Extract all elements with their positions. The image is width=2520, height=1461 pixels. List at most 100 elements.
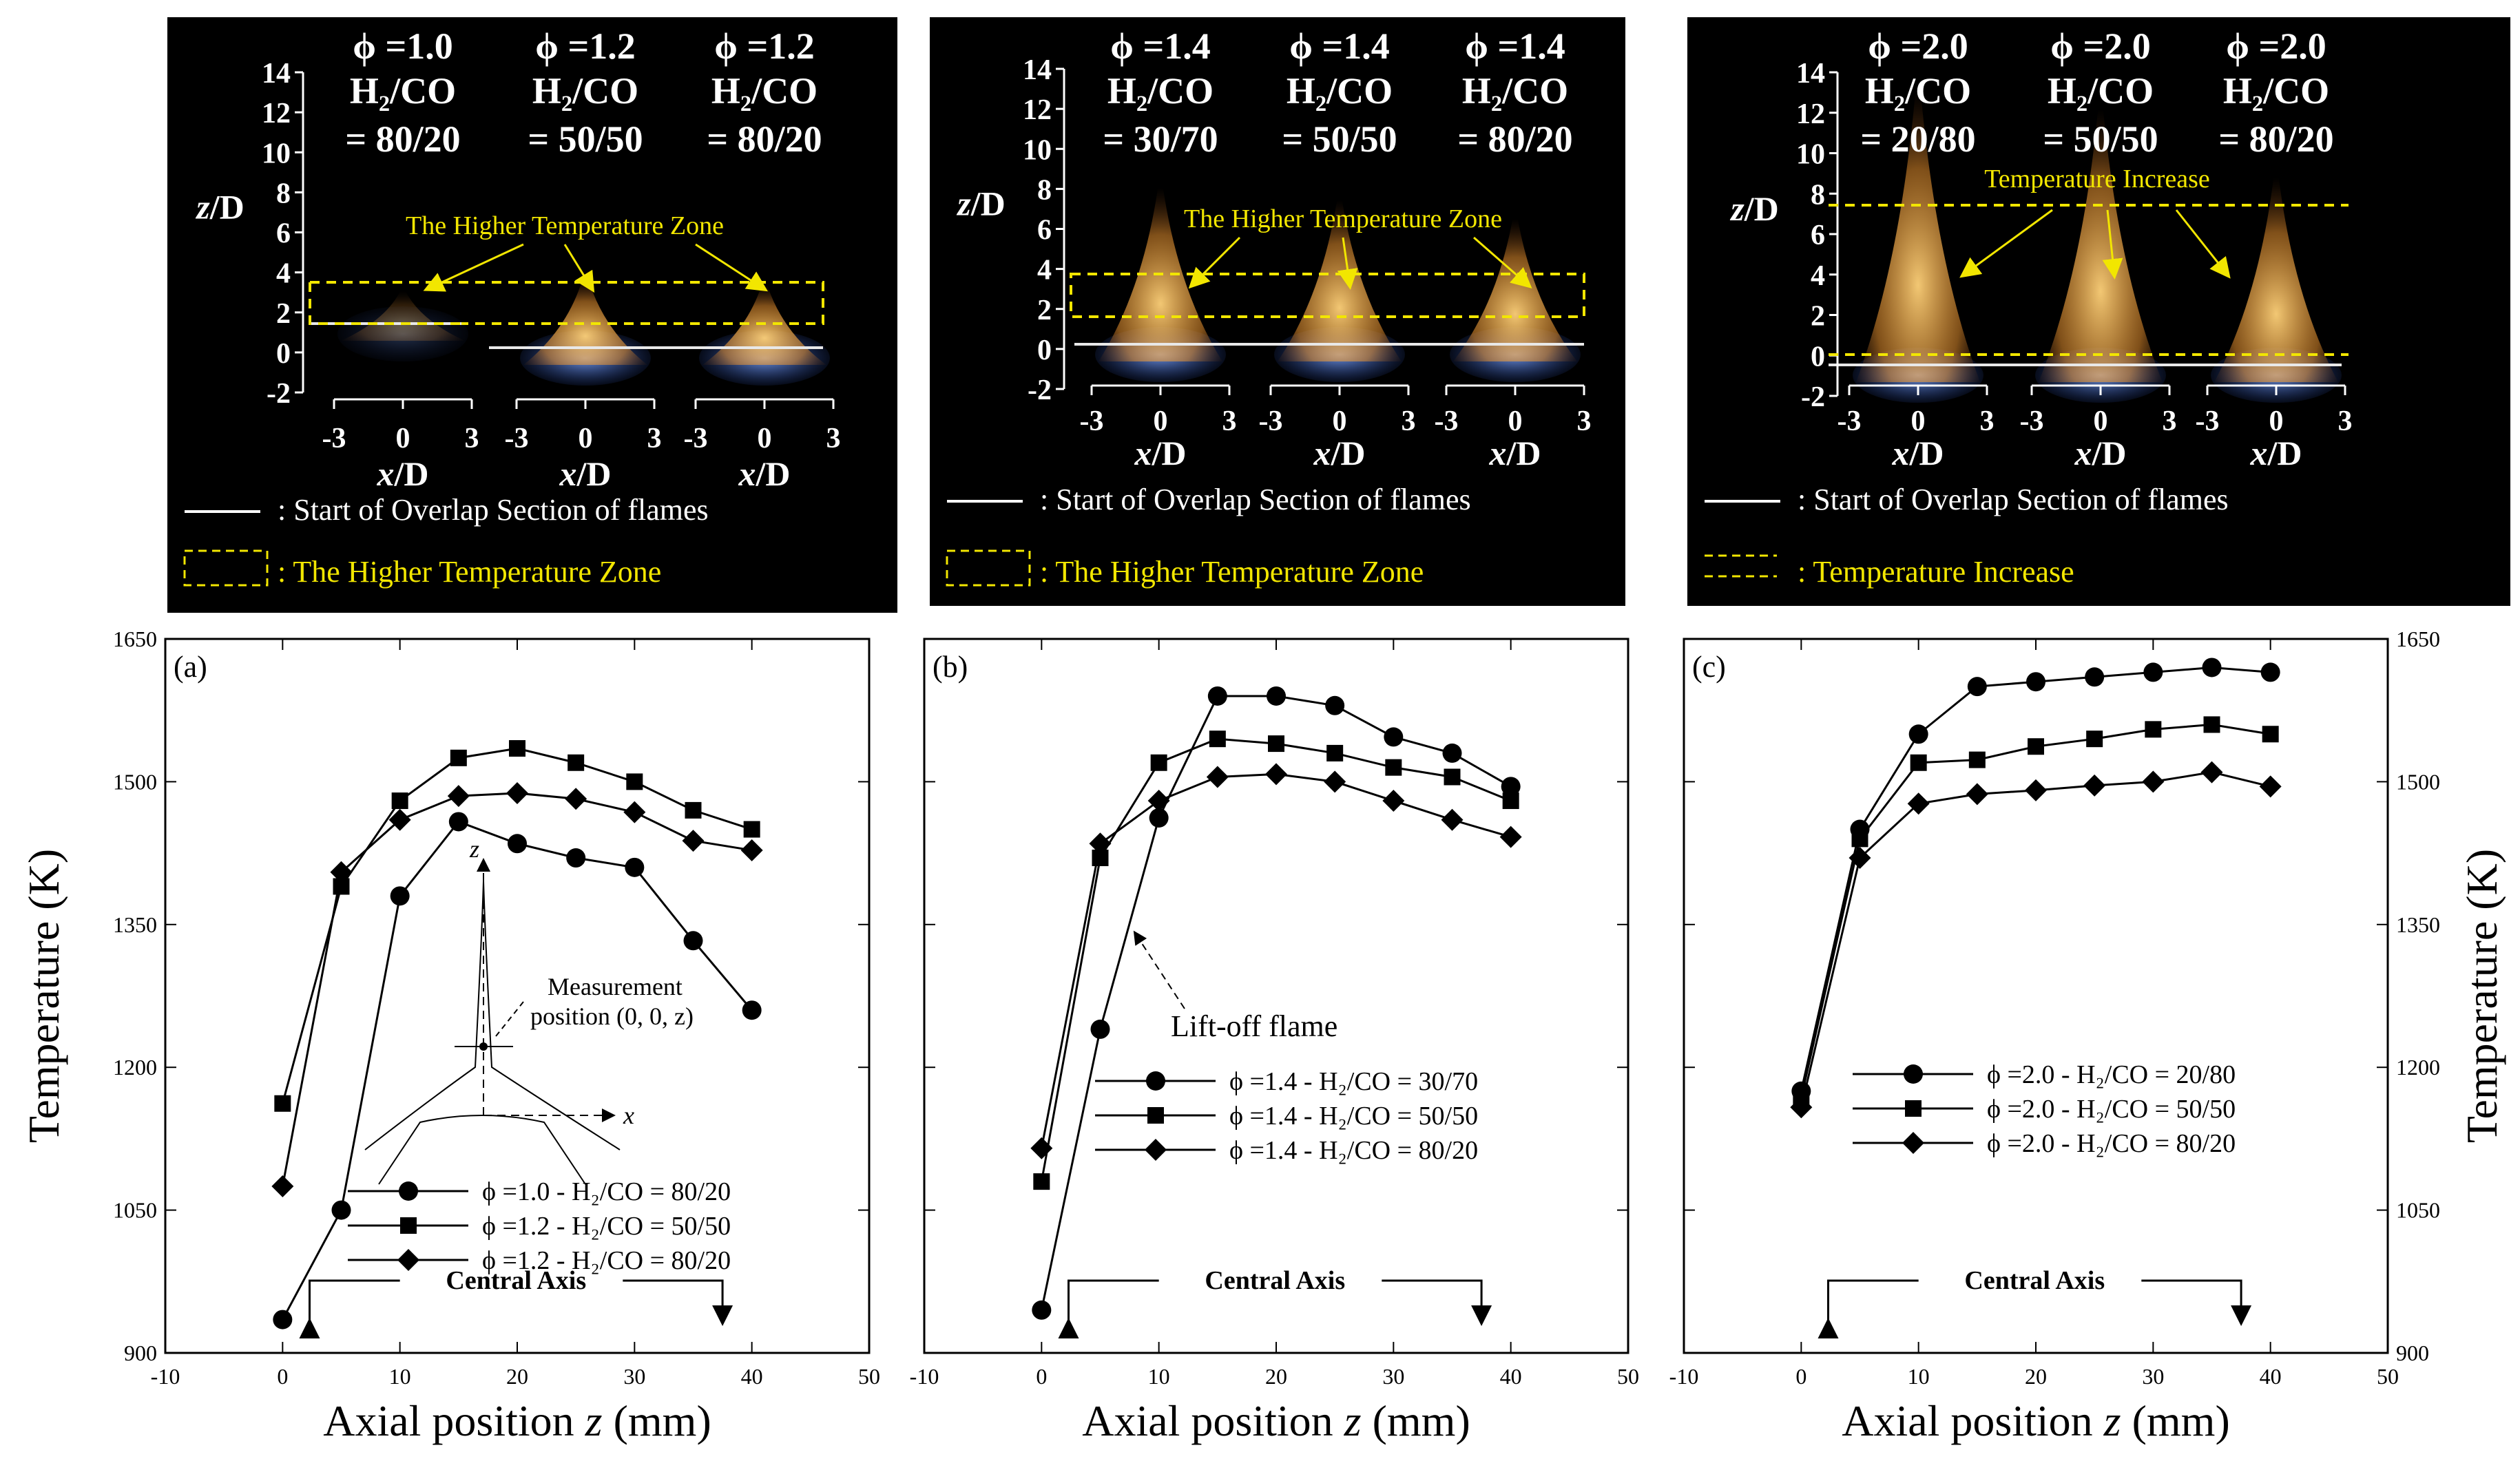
photo-y-tick-label: 4 <box>1811 260 1825 292</box>
photo-y-tick-label: 8 <box>1037 174 1052 206</box>
photo-y-axis-label: z/D <box>1729 189 1778 228</box>
flame-phi-label: ϕ =2.0 <box>2226 25 2326 67</box>
photo-y-tick-label: 6 <box>1811 220 1825 251</box>
data-point <box>683 931 703 951</box>
legend-label: ϕ =1.2 - H₂/CO = 80/20 <box>482 1246 731 1275</box>
data-point <box>1207 686 1227 706</box>
legend-line-text: : Start of Overlap Section of flames <box>1040 483 1471 516</box>
data-point <box>274 1095 291 1112</box>
data-point <box>623 801 646 823</box>
x-tick-label: 40 <box>2260 1364 2282 1389</box>
zone-arrow <box>2175 209 2231 279</box>
central-axis-label: Central Axis <box>1205 1266 1345 1295</box>
x-tick-label: 30 <box>2142 1364 2164 1389</box>
data-point <box>2086 730 2103 748</box>
data-point <box>400 1217 417 1234</box>
data-point <box>2025 779 2047 801</box>
flame-ratio-label: = 20/80 <box>1860 118 1975 160</box>
data-point <box>1147 790 1170 812</box>
photo-x-tick-label: 0 <box>2094 406 2108 437</box>
x-tick-label: 0 <box>1036 1364 1047 1389</box>
data-point <box>1905 1100 1922 1117</box>
data-point <box>1325 695 1345 715</box>
photo-x-tick-label: 0 <box>579 423 593 454</box>
y-tick-label: 900 <box>2396 1341 2429 1365</box>
photo-y-tick-label: -2 <box>267 378 291 410</box>
series-square <box>1033 730 1519 1190</box>
data-point <box>2202 658 2222 677</box>
photo-y-tick-label: 14 <box>262 58 291 90</box>
photo-y-tick-label: 12 <box>1796 98 1825 130</box>
flame-phi-label: ϕ =1.0 <box>353 25 452 67</box>
data-point <box>1267 686 1286 706</box>
data-point <box>399 1181 418 1201</box>
photo-x-axis-label: x/D <box>1892 434 1944 472</box>
photo-y-tick-label: 8 <box>1811 179 1825 211</box>
data-point <box>1206 766 1229 788</box>
chart-a: -10 0 10 20 30 40 50 900 1050 1200 1350 1500 1650 Axi… <box>19 627 880 1445</box>
series-diamond <box>1030 763 1522 1159</box>
photo-x-axis-label: x/D <box>2074 434 2127 472</box>
x-tick-label: 40 <box>1500 1364 1522 1389</box>
legend-label: ϕ =1.0 - H₂/CO = 80/20 <box>482 1177 731 1206</box>
data-point <box>1966 783 1988 806</box>
flame-ratio-label: = 50/50 <box>528 118 643 160</box>
data-point <box>2262 726 2279 743</box>
measurement-leader <box>495 1001 524 1037</box>
legend-entry: ϕ =1.2 - H₂/CO = 50/50 <box>348 1212 731 1241</box>
lift-off-label: Lift-off flame <box>1171 1009 1337 1043</box>
data-point <box>273 1310 293 1329</box>
flame-image <box>1853 59 1983 403</box>
flame-phi-label: ϕ =2.0 <box>2050 25 2150 67</box>
higher-temperature-zone-box <box>309 281 824 325</box>
legend-line-text: : Start of Overlap Section of flames <box>278 493 709 527</box>
photo-x-tick-label: -3 <box>322 423 346 454</box>
photo-x-axis-label: x/D <box>738 454 791 493</box>
zone-label: The Higher Temperature Zone <box>406 211 724 240</box>
data-point <box>388 808 411 831</box>
photo-y-tick-label: 14 <box>1023 54 1052 86</box>
series-circle <box>273 812 762 1329</box>
photo-panel-b: ϕ =1.4H₂/CO= 30/70ϕ =1.4H₂/CO= 50/50ϕ =1… <box>930 17 1625 606</box>
zone-label: The Higher Temperature Zone <box>1184 204 1502 233</box>
legend-line-text: : Start of Overlap Section of flames <box>1798 483 2229 516</box>
data-point <box>2083 774 2106 797</box>
x-tick-label: 30 <box>623 1364 645 1389</box>
y-tick-label: 900 <box>124 1341 157 1365</box>
data-point <box>397 1249 419 1271</box>
y-tick-label: 1050 <box>113 1198 157 1223</box>
data-point <box>330 861 353 883</box>
y-tick-label: 1350 <box>2396 912 2440 937</box>
data-point <box>1268 735 1284 753</box>
data-point <box>1089 832 1112 855</box>
photo-y-tick-label: 6 <box>276 218 291 250</box>
series-line <box>1040 695 1512 1311</box>
central-axis-bracket <box>2141 1279 2252 1326</box>
measurement-label: Measurement <box>548 973 683 1000</box>
central-axis-annotation: Central Axis <box>299 1266 733 1338</box>
data-point <box>2142 770 2165 793</box>
data-point <box>271 1175 294 1198</box>
flame-ratio-label: = 80/20 <box>345 118 460 160</box>
data-point <box>1150 754 1167 771</box>
x-axis-label: Axial position z (mm) <box>323 1396 711 1445</box>
photo-x-tick-label: -3 <box>1080 406 1104 437</box>
data-point <box>1849 847 1871 870</box>
data-point <box>1324 770 1346 793</box>
y-tick-label: 1650 <box>113 627 157 651</box>
data-point <box>1851 830 1868 848</box>
data-point <box>1968 751 1986 768</box>
photo-panel-c: ϕ =2.0H₂/CO= 20/80ϕ =2.0H₂/CO= 50/50ϕ =2… <box>1687 17 2510 606</box>
photo-y-tick-label: 8 <box>276 178 291 209</box>
x-tick-label: 30 <box>1382 1364 1404 1389</box>
data-point <box>1790 1096 1813 1119</box>
lift-off-arrow <box>1133 930 1185 1009</box>
series-square <box>1793 716 2279 1106</box>
zone-arrow <box>1959 209 2053 278</box>
zone-arrow <box>1188 236 1241 289</box>
data-point <box>1499 826 1522 848</box>
series-line <box>1800 666 2271 1092</box>
data-point <box>1033 1173 1050 1190</box>
